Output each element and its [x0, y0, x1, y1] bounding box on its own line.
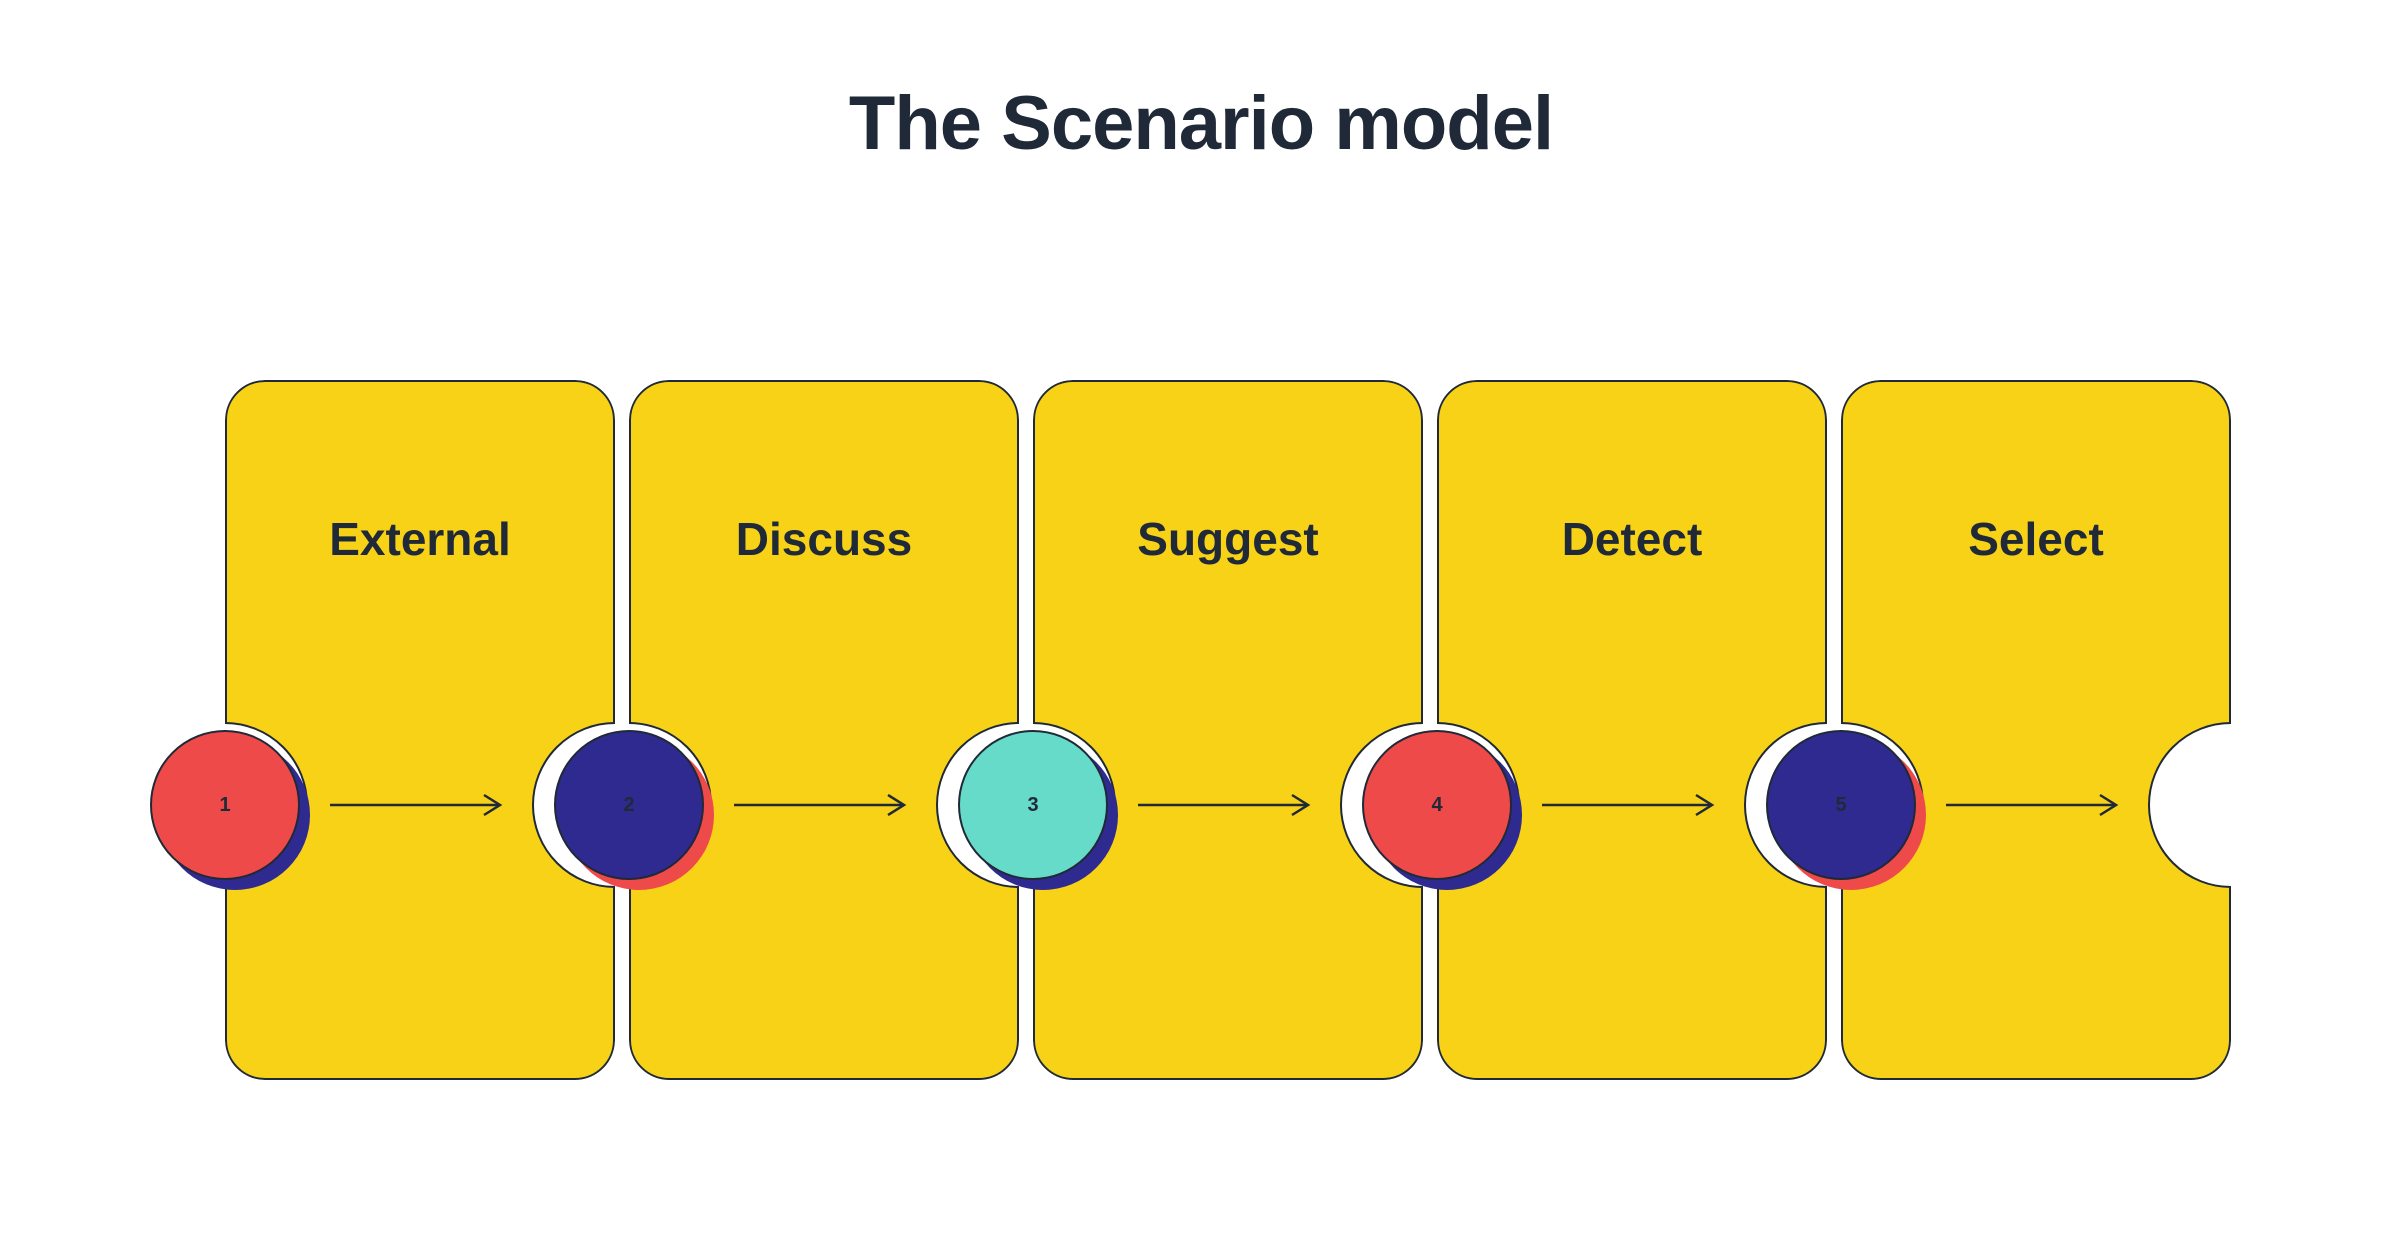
- diagram-title: The Scenario model: [0, 80, 2402, 167]
- step-circle-number: 5: [1835, 794, 1846, 817]
- step-circle-number: 4: [1431, 794, 1442, 817]
- step-card-label: External: [227, 512, 613, 566]
- step-circle-main: 5: [1766, 730, 1916, 880]
- step-card-label: Suggest: [1035, 512, 1421, 566]
- step-circle-number: 2: [623, 794, 634, 817]
- step-circle-number: 3: [1027, 794, 1038, 817]
- step-circle-main: 1: [150, 730, 300, 880]
- step-card-5: Select: [1841, 380, 2231, 1080]
- step-card-label: Select: [1843, 512, 2229, 566]
- step-card-label: Detect: [1439, 512, 1825, 566]
- step-card-2: Discuss: [629, 380, 1019, 1080]
- step-card-4: Detect: [1437, 380, 1827, 1080]
- flow-arrow-3: [1138, 785, 1328, 825]
- step-circle-main: 2: [554, 730, 704, 880]
- flow-arrow-5: [1946, 785, 2136, 825]
- step-circle-main: 3: [958, 730, 1108, 880]
- step-card-3: Suggest: [1033, 380, 1423, 1080]
- flow-arrow-4: [1542, 785, 1732, 825]
- step-card-1: External: [225, 380, 615, 1080]
- step-card-label: Discuss: [631, 512, 1017, 566]
- flow-arrow-1: [330, 785, 520, 825]
- flow-arrow-2: [734, 785, 924, 825]
- step-circle-main: 4: [1362, 730, 1512, 880]
- step-circle-number: 1: [219, 794, 230, 817]
